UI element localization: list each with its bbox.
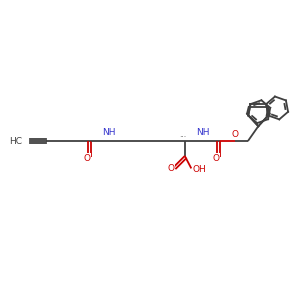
Text: O: O <box>167 164 174 173</box>
Text: O: O <box>83 154 90 163</box>
Text: NH: NH <box>196 128 210 137</box>
Text: NH: NH <box>102 128 116 137</box>
Text: O: O <box>232 130 238 139</box>
Text: O: O <box>213 154 220 163</box>
Text: OH: OH <box>193 164 206 173</box>
Text: HC: HC <box>9 136 22 146</box>
Text: ···: ··· <box>179 133 186 142</box>
